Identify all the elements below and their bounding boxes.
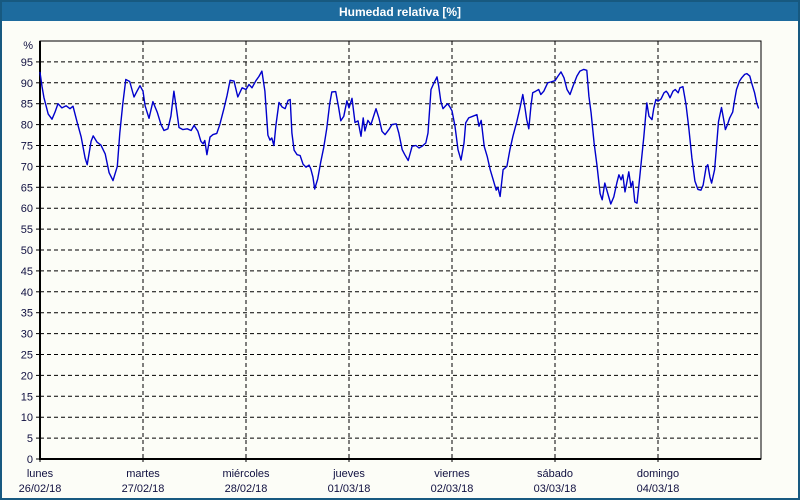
y-tick-label: 35: [21, 308, 33, 320]
y-tick-label: 95: [21, 57, 33, 69]
y-tick-labels: 0 5 10 15 20 25 30 35 40 45 50 55 60 65 70 75 80 85 90 95: [21, 57, 33, 466]
humidity-chart: 0 5 10 15 20 25 30 35 40 45 50 55 60 65 70 75 80 85 90 95% l…: [19, 40, 762, 495]
day-date: 01/03/18: [328, 483, 371, 495]
chart-title-bar: Humedad relativa [%]: [2, 2, 798, 21]
y-tick-label: 45: [21, 266, 33, 278]
x-day-labels: lunes 26/02/18 martes 27/02/18 miércoles 28/0…: [19, 468, 680, 495]
y-tick-label: 10: [21, 412, 33, 424]
y-tick-label: 55: [21, 224, 33, 236]
y-tick-label: 5: [27, 433, 33, 445]
day-date: 03/03/18: [534, 483, 577, 495]
day-name: martes: [126, 468, 160, 480]
day-date: 28/02/18: [225, 483, 268, 495]
y-tick-label: 90: [21, 78, 33, 90]
day-name: miércoles: [222, 468, 270, 480]
chart-area: 0 5 10 15 20 25 30 35 40 45 50 55 60 65 70 75 80 85 90 95% l…: [2, 21, 798, 498]
y-tick-label: 40: [21, 287, 33, 299]
day-name: lunes: [27, 468, 54, 480]
day-date: 04/03/18: [637, 483, 680, 495]
y-tick-label: 65: [21, 182, 33, 194]
day-name: jueves: [332, 468, 365, 480]
horizontal-gridlines: [40, 61, 761, 439]
humidity-line: [39, 68, 760, 205]
y-tick-label: 15: [21, 391, 33, 403]
day-name: domingo: [637, 468, 679, 480]
y-tick-label: 75: [21, 141, 33, 153]
y-tick-label: 80: [21, 120, 33, 132]
y-tick-label: 20: [21, 370, 33, 382]
y-tick-label: 30: [21, 329, 33, 341]
day-date: 27/02/18: [122, 483, 165, 495]
day-name: sábado: [537, 468, 573, 480]
y-tick-label: 70: [21, 161, 33, 173]
y-unit-label: %: [23, 40, 33, 52]
y-tick-label: 50: [21, 245, 33, 257]
day-name: viernes: [434, 468, 470, 480]
y-tick-label: 0: [27, 454, 33, 466]
y-tick-label: 25: [21, 350, 33, 362]
day-date: 02/03/18: [431, 483, 474, 495]
chart-title: Humedad relativa [%]: [338, 4, 462, 19]
y-tick-label: 85: [21, 99, 33, 111]
day-date: 26/02/18: [19, 483, 62, 495]
y-tick-label: 60: [21, 203, 33, 215]
